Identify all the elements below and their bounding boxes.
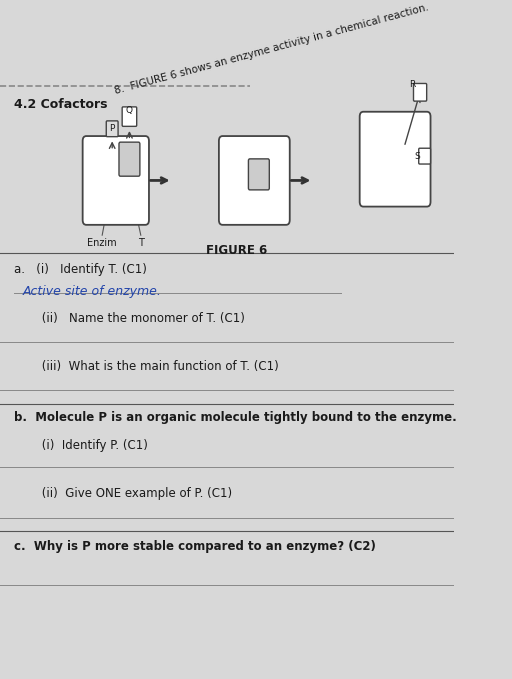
- Text: Enzim: Enzim: [88, 238, 117, 249]
- FancyBboxPatch shape: [122, 107, 137, 126]
- Text: T: T: [138, 238, 144, 249]
- FancyBboxPatch shape: [414, 84, 426, 101]
- Text: b.  Molecule P is an organic molecule tightly bound to the enzyme.: b. Molecule P is an organic molecule tig…: [14, 411, 456, 424]
- Text: Q: Q: [126, 106, 133, 115]
- FancyBboxPatch shape: [360, 112, 431, 206]
- Text: (iii)  What is the main function of T. (C1): (iii) What is the main function of T. (C…: [23, 360, 279, 373]
- Text: (ii)  Give ONE example of P. (C1): (ii) Give ONE example of P. (C1): [23, 488, 232, 500]
- FancyBboxPatch shape: [119, 142, 140, 176]
- Text: S: S: [414, 151, 420, 161]
- Text: a.   (i)   Identify T. (C1): a. (i) Identify T. (C1): [14, 263, 146, 276]
- Text: (ii)   Name the monomer of T. (C1): (ii) Name the monomer of T. (C1): [23, 312, 245, 325]
- FancyBboxPatch shape: [219, 136, 290, 225]
- Text: 8.  FIGURE 6 shows an enzyme activity in a chemical reaction.: 8. FIGURE 6 shows an enzyme activity in …: [114, 2, 430, 96]
- FancyBboxPatch shape: [248, 159, 269, 190]
- Text: FIGURE 6: FIGURE 6: [205, 244, 267, 257]
- FancyBboxPatch shape: [106, 121, 118, 136]
- Text: P: P: [110, 124, 115, 133]
- FancyBboxPatch shape: [82, 136, 149, 225]
- Text: R: R: [409, 80, 415, 89]
- Text: (i)  Identify P. (C1): (i) Identify P. (C1): [23, 439, 147, 452]
- Text: c.  Why is P more stable compared to an enzyme? (C2): c. Why is P more stable compared to an e…: [14, 540, 375, 553]
- FancyBboxPatch shape: [419, 148, 431, 164]
- Text: Active site of enzyme.: Active site of enzyme.: [23, 285, 162, 298]
- Text: 4.2 Cofactors: 4.2 Cofactors: [14, 98, 107, 111]
